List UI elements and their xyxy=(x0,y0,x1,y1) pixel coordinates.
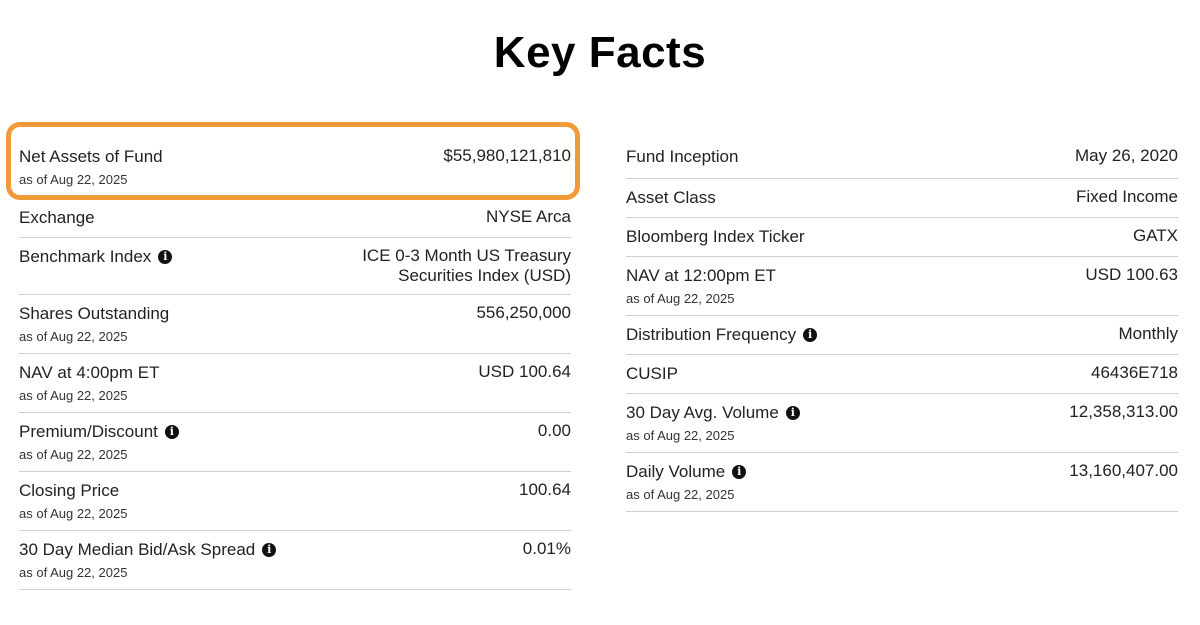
fact-row-fund-inception: Fund Inception May 26, 2020 xyxy=(626,136,1178,179)
fact-label-text: 30 Day Median Bid/Ask Spread xyxy=(19,540,256,559)
fact-label-group: Closing Price as of Aug 22, 2025 xyxy=(19,480,127,522)
fact-label-text: Closing Price xyxy=(19,481,120,500)
fact-as-of-date: as of Aug 22, 2025 xyxy=(626,428,735,443)
fact-label-text: Fund Inception xyxy=(626,147,739,166)
fact-row-bloomberg-index-ticker: Bloomberg Index Ticker GATX xyxy=(626,218,1178,257)
fact-as-of-date: as of Aug 22, 2025 xyxy=(19,565,128,580)
fact-label-group: Shares Outstanding as of Aug 22, 2025 xyxy=(19,303,169,345)
fact-label-group: Benchmark Index i xyxy=(19,246,173,268)
fact-label: CUSIP xyxy=(626,363,678,385)
fact-label-text: Distribution Frequency xyxy=(626,325,797,344)
fact-row-30-day-median-bid-ask-spread: 30 Day Median Bid/Ask Spread i as of Aug 2… xyxy=(19,531,571,590)
fact-value: $55,980,121,810 xyxy=(443,146,571,165)
info-icon[interactable]: i xyxy=(158,250,173,264)
fact-label-text: Exchange xyxy=(19,208,95,227)
fact-label-group: Exchange xyxy=(19,207,95,229)
fact-label-group: Daily Volume i as of Aug 22, 2025 xyxy=(626,461,747,503)
fact-value: USD 100.63 xyxy=(1085,265,1178,284)
fact-label: Daily Volume i xyxy=(626,461,747,483)
fact-label-group: Fund Inception xyxy=(626,146,738,168)
fact-value: NYSE Arca xyxy=(485,207,571,226)
fact-label: Closing Price xyxy=(19,480,127,502)
fact-as-of-date: as of Aug 22, 2025 xyxy=(19,388,128,403)
fact-as-of-date: as of Aug 22, 2025 xyxy=(19,447,128,462)
fact-label-text: 30 Day Avg. Volume xyxy=(626,403,779,422)
fact-label: 30 Day Median Bid/Ask Spread i xyxy=(19,539,277,561)
fact-label: Distribution Frequency i xyxy=(626,324,818,346)
info-icon[interactable]: i xyxy=(732,465,747,479)
fact-label: Asset Class xyxy=(626,187,716,209)
fact-value: GATX xyxy=(1132,226,1178,245)
fact-value: Monthly xyxy=(1118,324,1178,343)
fact-value: 100.64 xyxy=(519,480,571,499)
fact-row-30-day-avg-volume: 30 Day Avg. Volume i as of Aug 22, 2025 12,… xyxy=(626,394,1178,453)
fact-label-group: Net Assets of Fund as of Aug 22, 2025 xyxy=(19,146,163,188)
fact-value: ICE 0-3 Month US Treasury Securities Ind… xyxy=(362,246,571,285)
fact-as-of-date: as of Aug 22, 2025 xyxy=(626,487,735,502)
fact-label-text: CUSIP xyxy=(626,364,678,383)
fact-label: Net Assets of Fund xyxy=(19,146,163,168)
fact-row-cusip: CUSIP 46436E718 xyxy=(626,355,1178,394)
fact-label-group: 30 Day Avg. Volume i as of Aug 22, 2025 xyxy=(626,402,800,444)
fact-row-asset-class: Asset Class Fixed Income xyxy=(626,179,1178,218)
info-icon[interactable]: i xyxy=(803,328,818,342)
fact-label: Benchmark Index i xyxy=(19,246,173,268)
fact-label-group: NAV at 12:00pm ET as of Aug 22, 2025 xyxy=(626,265,776,307)
fact-label-group: Premium/Discount i as of Aug 22, 2025 xyxy=(19,421,179,463)
fact-value: 13,160,407.00 xyxy=(1069,461,1178,480)
fact-value: 46436E718 xyxy=(1091,363,1178,382)
fact-label: Shares Outstanding xyxy=(19,303,169,325)
fact-label-group: Distribution Frequency i xyxy=(626,324,818,346)
fact-label-group: 30 Day Median Bid/Ask Spread i as of Aug 2… xyxy=(19,539,277,581)
fact-label-text: NAV at 12:00pm ET xyxy=(626,266,776,285)
fact-label-group: CUSIP xyxy=(626,363,678,385)
fact-label-text: Daily Volume xyxy=(626,462,726,481)
fact-label: Fund Inception xyxy=(626,146,738,168)
fact-value: May 26, 2020 xyxy=(1074,146,1178,165)
fact-row-shares-outstanding: Shares Outstanding as of Aug 22, 2025 556,… xyxy=(19,295,571,354)
fact-row-distribution-frequency: Distribution Frequency i Monthly xyxy=(626,316,1178,355)
fact-label: Bloomberg Index Ticker xyxy=(626,226,805,248)
fact-label: 30 Day Avg. Volume i xyxy=(626,402,800,424)
fact-as-of-date: as of Aug 22, 2025 xyxy=(19,172,128,187)
fact-label: NAV at 12:00pm ET xyxy=(626,265,776,287)
key-facts-left-column: Net Assets of Fund as of Aug 22, 2025 $55,… xyxy=(19,136,571,590)
fact-label-text: Premium/Discount xyxy=(19,422,158,441)
fact-as-of-date: as of Aug 22, 2025 xyxy=(626,291,735,306)
fact-value: 0.01% xyxy=(522,539,571,558)
fact-row-exchange: Exchange NYSE Arca xyxy=(19,199,571,238)
fact-row-benchmark-index: Benchmark Index i ICE 0-3 Month US Treasur… xyxy=(19,238,571,295)
fact-as-of-date: as of Aug 22, 2025 xyxy=(19,506,128,521)
fact-label-text: Bloomberg Index Ticker xyxy=(626,227,805,246)
fact-value: 556,250,000 xyxy=(476,303,571,322)
fact-label: Exchange xyxy=(19,207,95,229)
info-icon[interactable]: i xyxy=(262,543,277,557)
fact-label-text: NAV at 4:00pm ET xyxy=(19,363,160,382)
fact-label-text: Benchmark Index xyxy=(19,247,152,266)
fact-value: USD 100.64 xyxy=(478,362,571,381)
fact-label-group: Asset Class xyxy=(626,187,716,209)
fact-label-text: Asset Class xyxy=(626,188,716,207)
fact-row-daily-volume: Daily Volume i as of Aug 22, 2025 13,160,40… xyxy=(626,453,1178,512)
fact-as-of-date: as of Aug 22, 2025 xyxy=(19,329,128,344)
fact-row-premium-discount: Premium/Discount i as of Aug 22, 2025 0.00 xyxy=(19,413,571,472)
fact-label-text: Shares Outstanding xyxy=(19,304,170,323)
page-title: Key Facts xyxy=(493,28,707,77)
fact-row-nav-at-12-00pm-et: NAV at 12:00pm ET as of Aug 22, 2025 USD 1… xyxy=(626,257,1178,316)
fact-value: 12,358,313.00 xyxy=(1069,402,1178,421)
fact-row-net-assets-of-fund: Net Assets of Fund as of Aug 22, 2025 $55,… xyxy=(19,136,571,199)
fact-label-group: NAV at 4:00pm ET as of Aug 22, 2025 xyxy=(19,362,159,404)
key-facts-right-column: Fund Inception May 26, 2020 Asset Class Fix… xyxy=(626,136,1178,512)
fact-label-group: Bloomberg Index Ticker xyxy=(626,226,805,248)
fact-label-text: Net Assets of Fund xyxy=(19,147,163,166)
fact-row-closing-price: Closing Price as of Aug 22, 2025 100.64 xyxy=(19,472,571,531)
info-icon[interactable]: i xyxy=(164,425,179,439)
fact-value: Fixed Income xyxy=(1075,187,1178,206)
info-icon[interactable]: i xyxy=(785,406,800,420)
fact-value: 0.00 xyxy=(537,421,571,440)
fact-label: Premium/Discount i xyxy=(19,421,179,443)
fact-label: NAV at 4:00pm ET xyxy=(19,362,159,384)
fact-row-nav-at-4-00pm-et: NAV at 4:00pm ET as of Aug 22, 2025 USD 10… xyxy=(19,354,571,413)
